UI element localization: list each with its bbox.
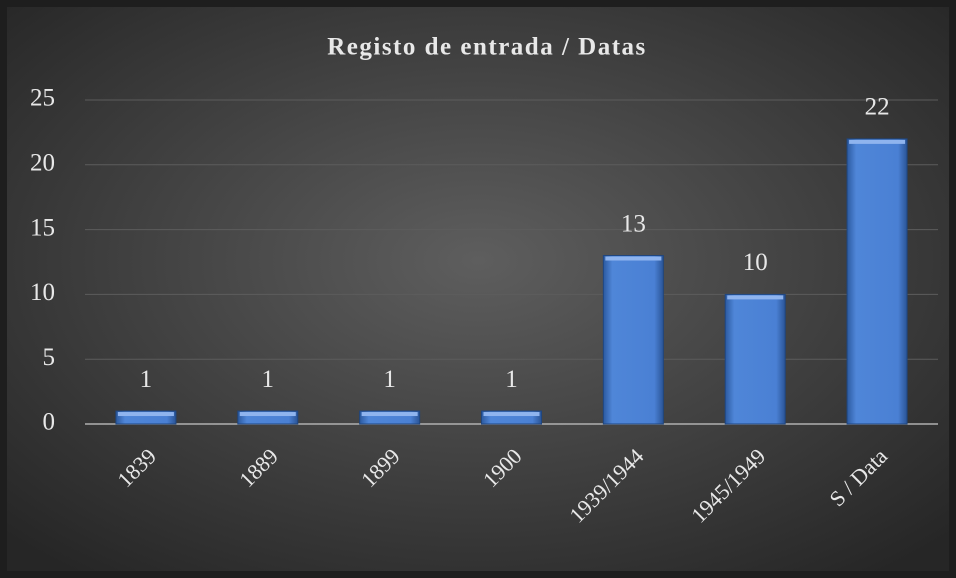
chart-title: Registo de entrada / Datas [327, 34, 647, 61]
y-tick-label: 0 [43, 409, 56, 436]
data-label: 10 [743, 249, 768, 276]
data-label: 1 [140, 366, 153, 393]
data-label: 1 [262, 366, 275, 393]
y-tick-label: 10 [30, 279, 55, 306]
bar-bevel [239, 412, 296, 417]
bar-bevel [605, 256, 662, 261]
data-label: 22 [865, 94, 890, 121]
y-tick-label: 5 [43, 344, 56, 371]
bar-bevel [483, 412, 540, 417]
y-tick-label: 25 [30, 85, 55, 112]
data-label: 1 [383, 366, 396, 393]
data-label: 13 [621, 210, 646, 237]
bar-bevel [117, 412, 174, 417]
bar-bevel [849, 139, 906, 144]
bar [602, 255, 664, 425]
bar [846, 138, 908, 425]
y-tick-label: 15 [30, 214, 55, 241]
bar-bevel [361, 412, 418, 417]
bar-bevel [727, 295, 784, 300]
bar [724, 293, 786, 425]
y-tick-label: 20 [30, 150, 55, 177]
data-label: 1 [505, 366, 518, 393]
chart-background [7, 7, 949, 571]
